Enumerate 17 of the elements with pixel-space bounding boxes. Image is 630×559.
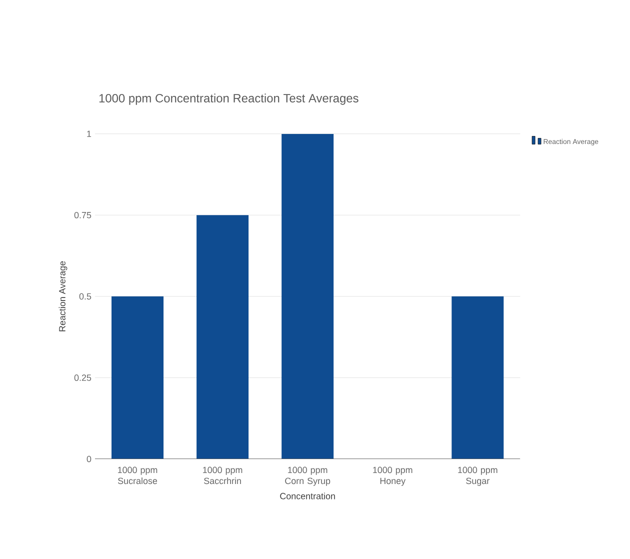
x-tick-label: 1000 ppm Saccrhrin <box>203 466 242 484</box>
bar <box>196 215 249 459</box>
y-tick-label: 0 <box>86 456 92 462</box>
x-tick-label: 1000 ppm Sugar <box>458 466 498 486</box>
x-tick-label: 1000 ppm Sucralose <box>118 466 158 484</box>
y-tick-label: 0.5 <box>79 293 92 300</box>
y-tick-label: 1 <box>87 130 92 137</box>
bar <box>282 134 334 459</box>
bar <box>112 296 164 459</box>
y-axis-title: Reaction Average <box>58 261 68 332</box>
x-axis-title: Concentration <box>280 492 335 500</box>
y-tick-label: 0.25 <box>74 374 92 381</box>
x-tick-label: 1000 ppm Corn Syrup <box>285 466 330 486</box>
y-tick-label: 0.75 <box>74 212 92 218</box>
x-tick-label: 1000 ppm Honey <box>373 466 412 486</box>
bar <box>452 296 504 459</box>
chart-title: 1000 ppm Concentration Reaction Test Averages <box>99 94 358 105</box>
